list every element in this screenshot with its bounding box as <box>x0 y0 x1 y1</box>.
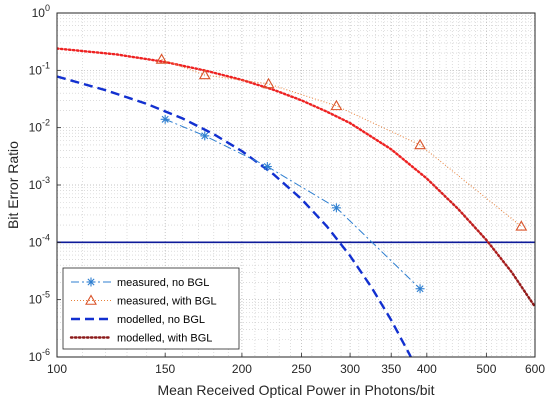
marker-measured-no-bgl <box>415 284 425 294</box>
x-axis-ticks: 100 150 200 250 300 350 400 500 600 <box>47 353 545 376</box>
marker-measured-with-bgl <box>515 220 528 231</box>
asterisk-stroke <box>201 132 209 140</box>
legend-label: modelled, no BGL <box>117 314 205 326</box>
series-line-modelled-with-bgl <box>57 47 535 308</box>
legend-label: measured, no BGL <box>117 277 209 289</box>
legend-marker <box>86 277 96 287</box>
asterisk-stroke <box>416 285 424 293</box>
x-axis-label: Mean Received Optical Power in Photons/b… <box>157 382 434 398</box>
series-markers <box>155 53 528 294</box>
marker-measured-with-bgl <box>262 77 275 89</box>
asterisk-stroke <box>332 204 340 212</box>
x-tick-label: 300 <box>340 362 360 376</box>
series-line-modelled-no-bgl <box>57 75 439 357</box>
marker-measured-with-bgl <box>330 99 343 111</box>
asterisk-stroke <box>161 115 169 123</box>
marker-measured-no-bgl <box>160 114 170 124</box>
asterisk-stroke <box>263 162 271 171</box>
x-tick-label: 500 <box>476 362 496 376</box>
x-tick-label: 400 <box>417 362 437 376</box>
marker-measured-no-bgl <box>331 203 341 213</box>
legend-label: measured, with BGL <box>117 296 217 308</box>
x-tick-label: 250 <box>291 362 311 376</box>
legend-marker <box>85 294 97 305</box>
y-axis-label: Bit Error Ratio <box>5 141 21 229</box>
x-tick-label: 600 <box>525 362 545 376</box>
x-tick-label: 150 <box>155 362 175 376</box>
marker-measured-with-bgl <box>198 68 211 80</box>
legend-label: modelled, with BGL <box>117 333 212 345</box>
asterisk-stroke <box>87 278 95 286</box>
legend: measured, no BGL measured, with BGL modell… <box>62 267 240 350</box>
marker-measured-no-bgl <box>200 131 210 141</box>
marker-measured-with-bgl <box>155 53 168 64</box>
x-tick-label: 350 <box>381 362 401 376</box>
x-tick-label: 100 <box>47 362 67 376</box>
x-tick-label: 200 <box>232 362 252 376</box>
marker-measured-no-bgl <box>262 162 272 172</box>
marker-measured-with-bgl <box>414 138 427 150</box>
